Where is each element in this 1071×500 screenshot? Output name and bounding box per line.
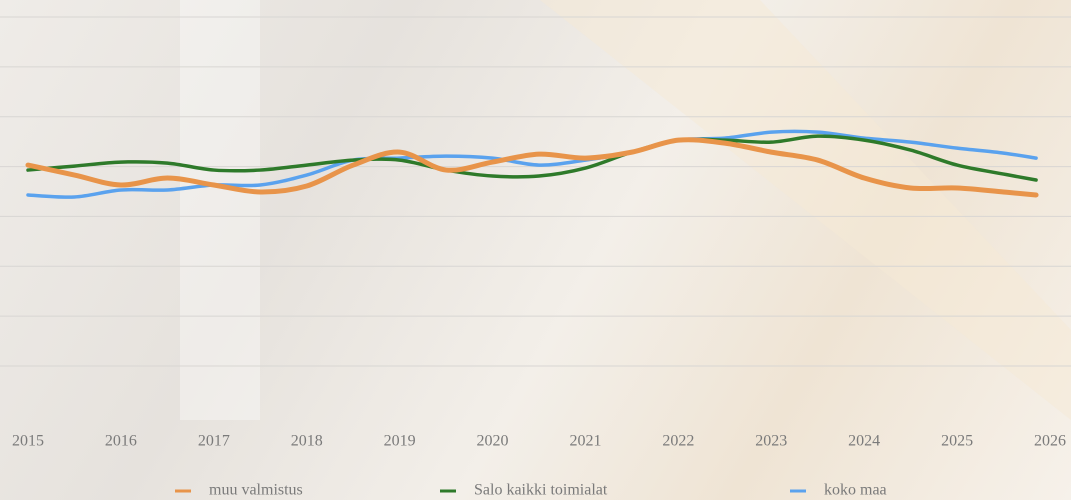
x-tick-label: 2020 xyxy=(477,433,509,450)
x-tick-label: 2015 xyxy=(12,433,44,450)
x-tick-label: 2022 xyxy=(662,433,694,450)
x-tick-label: 2023 xyxy=(755,433,787,450)
chart: 2015 2016 2017 2018 2019 2020 2021 2022 2023 2024… xyxy=(0,0,1071,500)
background-light xyxy=(180,0,260,420)
x-tick-label: 2018 xyxy=(291,433,323,450)
x-tick-label: 2024 xyxy=(848,433,880,450)
legend-label: muu valmistus xyxy=(209,482,303,499)
x-tick-label: 2017 xyxy=(198,433,230,450)
background-light xyxy=(540,0,1071,420)
x-tick-label: 2021 xyxy=(569,433,601,450)
legend-label: koko maa xyxy=(824,482,887,499)
legend-label: Salo kaikki toimialat xyxy=(474,482,608,499)
x-tick-label: 2025 xyxy=(941,433,973,450)
x-tick-label: 2019 xyxy=(384,433,416,450)
x-tick-label: 2016 xyxy=(105,433,137,450)
x-tick-label: 2026 xyxy=(1034,433,1066,450)
